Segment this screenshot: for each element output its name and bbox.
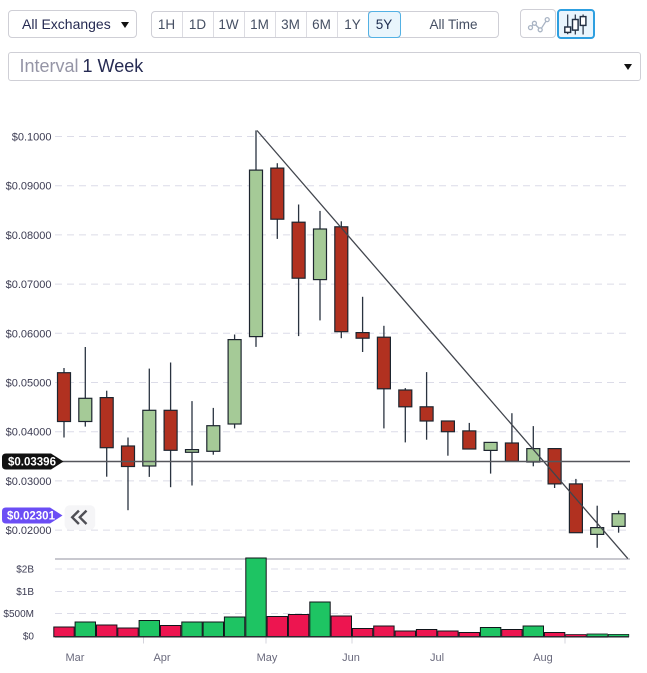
svg-text:$0.07000: $0.07000	[6, 279, 52, 291]
svg-text:Mar: Mar	[66, 652, 85, 664]
svg-text:Jun: Jun	[342, 652, 360, 664]
svg-text:$0.1000: $0.1000	[12, 132, 52, 144]
svg-text:Apr: Apr	[153, 652, 170, 664]
svg-text:$0.03000: $0.03000	[6, 476, 52, 488]
svg-text:Jul: Jul	[430, 652, 444, 664]
svg-text:$0.08000: $0.08000	[6, 230, 52, 242]
svg-text:$0.03396: $0.03396	[8, 457, 56, 469]
svg-text:$0.02000: $0.02000	[6, 525, 52, 537]
svg-text:$0.02301: $0.02301	[7, 511, 56, 523]
svg-text:Aug: Aug	[533, 652, 553, 664]
svg-text:$0.05000: $0.05000	[6, 378, 52, 390]
svg-text:May: May	[257, 652, 278, 664]
svg-text:$1B: $1B	[16, 587, 34, 598]
svg-text:$0.09000: $0.09000	[6, 181, 52, 193]
svg-text:$0.04000: $0.04000	[6, 427, 52, 439]
svg-text:$2B: $2B	[16, 565, 34, 576]
svg-text:$500M: $500M	[3, 609, 34, 620]
svg-text:$0: $0	[23, 632, 35, 643]
svg-text:$0.06000: $0.06000	[6, 328, 52, 340]
